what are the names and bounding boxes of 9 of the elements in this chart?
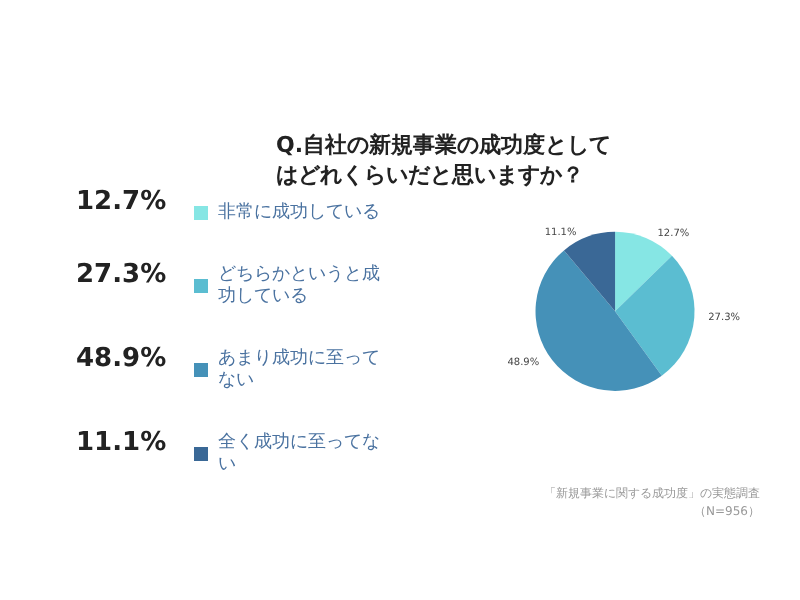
legend-label: 非常に成功している — [218, 201, 380, 223]
text: 48.9% — [76, 344, 167, 374]
chart-title: Q.自社の新規事業の成功度としてはどれくらいだと思いますか？ — [276, 132, 612, 188]
legend-label: あまり成功に至ってない — [218, 347, 380, 391]
legend-label: 全く成功に至ってない — [218, 431, 380, 475]
text: 12.7% — [76, 187, 167, 217]
text: 27.3% — [76, 260, 167, 290]
legend-label: どちらかというと成功している — [218, 263, 380, 307]
text: 11.1% — [76, 428, 167, 458]
